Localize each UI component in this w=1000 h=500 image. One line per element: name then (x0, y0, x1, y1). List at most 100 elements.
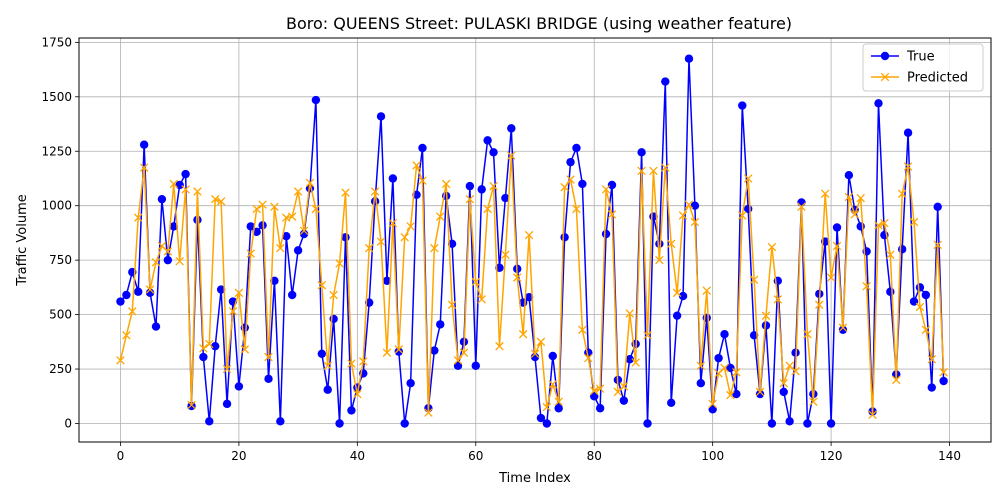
data-point (447, 300, 457, 310)
data-point (382, 276, 392, 286)
data-point (293, 187, 303, 196)
data-point (927, 354, 937, 364)
plot-area (116, 54, 948, 428)
data-point (874, 221, 883, 230)
data-point (820, 189, 830, 198)
y-tick-label: 0 (64, 416, 72, 430)
grid (79, 38, 991, 442)
data-point (524, 230, 534, 240)
data-point (643, 419, 652, 428)
data-point (590, 392, 599, 401)
data-point (726, 363, 735, 373)
x-tick-label: 140 (938, 449, 961, 463)
data-point (595, 384, 605, 393)
data-point (690, 201, 700, 210)
data-point (412, 161, 421, 170)
data-point (856, 193, 865, 203)
data-point (832, 223, 842, 232)
data-point (714, 353, 723, 363)
data-point (341, 188, 350, 197)
data-point (678, 211, 688, 220)
data-point (317, 349, 327, 358)
x-tick-label: 20 (231, 449, 246, 463)
data-point (874, 99, 883, 108)
data-point (175, 256, 184, 266)
data-point (246, 249, 255, 258)
data-point (518, 329, 528, 339)
data-point (785, 417, 794, 426)
data-point (803, 419, 812, 428)
data-point (364, 243, 374, 253)
data-point (601, 185, 611, 194)
data-point (601, 229, 611, 239)
data-point (607, 180, 617, 190)
data-point (886, 287, 895, 296)
data-point (501, 193, 510, 203)
data-point (826, 273, 836, 282)
data-point (844, 192, 854, 202)
data-point (791, 366, 800, 376)
data-point (193, 215, 202, 225)
data-point (755, 389, 765, 399)
axis-ticks: 0 20 40 60 80 100 120 140 0 250 500 750 1000 1250 1500… (41, 35, 961, 463)
legend: True Predicted (862, 43, 984, 92)
data-point (477, 185, 486, 194)
data-point (323, 361, 332, 371)
data-point (891, 375, 901, 385)
data-point (702, 286, 711, 295)
data-point (453, 361, 463, 370)
data-point (489, 148, 498, 157)
data-point (738, 211, 747, 220)
data-point (921, 325, 931, 335)
data-point (424, 408, 433, 417)
data-point (939, 368, 948, 377)
data-point (720, 329, 729, 339)
data-point (536, 337, 546, 347)
axes-frame (78, 37, 992, 443)
data-point (222, 364, 232, 374)
data-point (631, 358, 640, 367)
data-point (299, 229, 309, 239)
data-point (116, 356, 125, 365)
data-point (382, 348, 392, 357)
data-point (388, 174, 398, 183)
data-point (246, 222, 255, 231)
data-point (276, 417, 285, 426)
data-point (619, 396, 629, 405)
data-point (542, 419, 552, 428)
data-point (258, 221, 267, 230)
data-point (903, 128, 913, 137)
data-point (264, 352, 273, 362)
data-point (572, 204, 581, 214)
data-point (607, 210, 617, 219)
data-point (773, 295, 783, 304)
x-tick-label: 60 (468, 449, 483, 463)
x-axis-label: Time Index (498, 471, 571, 486)
data-point (347, 406, 356, 415)
data-point (359, 357, 368, 366)
data-point (779, 378, 788, 388)
data-point (903, 162, 913, 171)
data-point (163, 255, 173, 265)
x-tick-label: 0 (117, 449, 125, 463)
data-point (299, 226, 309, 236)
data-point (471, 361, 480, 370)
data-point (554, 404, 563, 413)
data-point (684, 200, 694, 209)
legend-marker (880, 72, 890, 82)
data-point (495, 341, 504, 351)
data-point (637, 166, 646, 176)
data-point (163, 247, 173, 256)
data-point (838, 325, 848, 335)
data-point (447, 239, 457, 249)
data-point (761, 311, 771, 320)
data-point (909, 217, 919, 227)
data-point (459, 348, 469, 357)
data-point (536, 413, 546, 423)
data-point (199, 352, 208, 362)
data-point (128, 307, 137, 316)
y-tick-label: 1250 (41, 144, 72, 158)
data-point (530, 352, 540, 362)
data-point (282, 231, 291, 241)
